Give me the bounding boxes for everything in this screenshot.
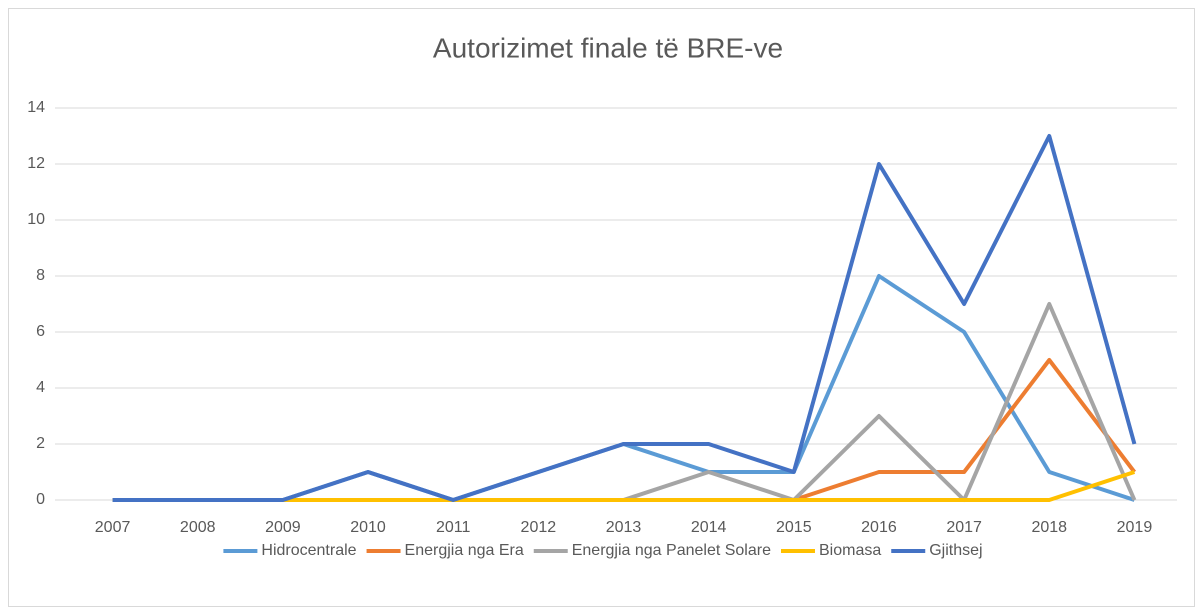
x-tick-label: 2010 (350, 519, 386, 536)
y-tick-label: 8 (36, 267, 45, 284)
x-tick-label: 2015 (776, 519, 812, 536)
y-tick-label: 4 (36, 379, 45, 396)
x-tick-label: 2018 (1031, 519, 1067, 536)
y-tick-label: 0 (36, 491, 45, 508)
legend-label: Energjia nga Panelet Solare (572, 542, 771, 559)
x-tick-label: 2016 (861, 519, 897, 536)
x-tick-label: 2017 (946, 519, 982, 536)
x-tick-label: 2009 (265, 519, 301, 536)
legend-label: Biomasa (819, 542, 881, 559)
x-tick-label: 2012 (521, 519, 557, 536)
legend-label: Gjithsej (929, 542, 982, 559)
x-tick-label: 2008 (180, 519, 216, 536)
y-tick-label: 6 (36, 323, 45, 340)
x-tick-label: 2019 (1117, 519, 1153, 536)
legend-label: Hidrocentrale (261, 542, 356, 559)
y-tick-label: 10 (27, 211, 45, 228)
chart-border (8, 8, 1195, 607)
y-tick-label: 14 (27, 99, 45, 116)
y-tick-label: 12 (27, 155, 45, 172)
x-tick-label: 2013 (606, 519, 642, 536)
line-series (112, 134, 1137, 502)
x-tick-label: 2011 (436, 519, 471, 536)
x-tick-label: 2007 (95, 519, 131, 536)
chart-title: Autorizimet finale të BRE-ve (433, 32, 783, 63)
x-tick-label: 2014 (691, 519, 727, 536)
legend-label: Energjia nga Era (405, 542, 524, 559)
y-tick-label: 2 (36, 435, 45, 452)
